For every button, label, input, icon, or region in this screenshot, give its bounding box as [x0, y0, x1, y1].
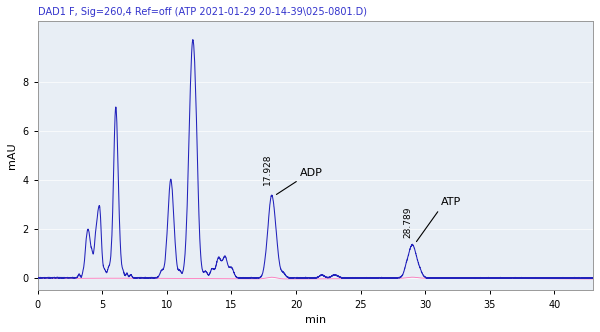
Text: 28.789: 28.789 — [403, 206, 412, 238]
Y-axis label: mAU: mAU — [7, 142, 17, 169]
Text: DAD1 F, Sig=260,4 Ref=off (ATP 2021-01-29 20-14-39\025-0801.D): DAD1 F, Sig=260,4 Ref=off (ATP 2021-01-2… — [38, 7, 367, 17]
Text: ATP: ATP — [440, 197, 461, 207]
Text: ADP: ADP — [300, 168, 323, 178]
X-axis label: min: min — [305, 315, 326, 325]
Text: 17.928: 17.928 — [262, 153, 271, 185]
